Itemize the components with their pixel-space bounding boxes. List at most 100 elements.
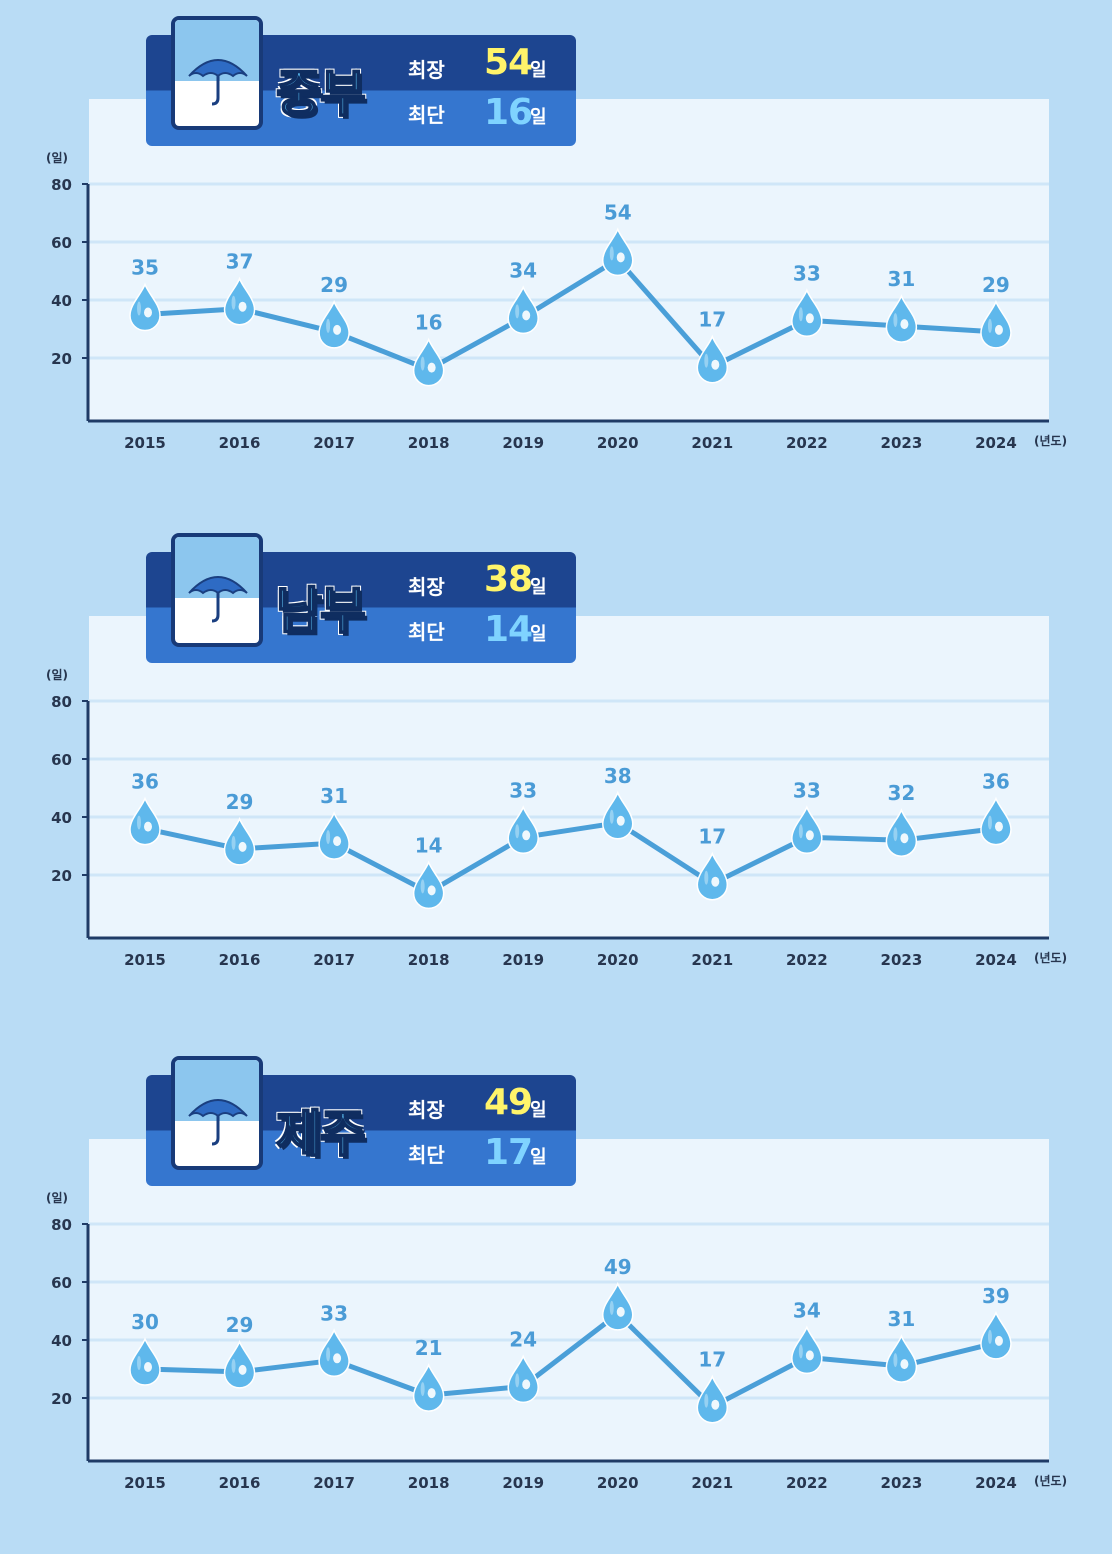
y-tick-label: 80 xyxy=(51,176,72,194)
data-label: 29 xyxy=(982,273,1010,297)
x-tick-label: 2023 xyxy=(881,1474,923,1492)
chart-panel-jeju: 제주 최장 49 일 최단 17 일 20 40 60 80 (일) (년도) 2015 20… xyxy=(0,1056,1112,1554)
data-label: 34 xyxy=(793,1298,821,1322)
line-chart: 20 40 60 80 (일) (년도) 2015 2016 2017 2018 2019 2020 2… xyxy=(46,151,1067,452)
max-label: 최장 xyxy=(408,1098,445,1122)
x-tick-label: 2018 xyxy=(408,1474,450,1492)
x-tick-label: 2019 xyxy=(502,1474,544,1492)
raindrop-icon xyxy=(223,1339,256,1389)
raindrop-icon xyxy=(601,790,634,840)
min-value: 14 xyxy=(484,609,533,650)
min-unit: 일 xyxy=(530,1147,547,1168)
x-tick-label: 2024 xyxy=(975,434,1017,452)
raindrop-icon xyxy=(601,1281,634,1331)
data-label: 36 xyxy=(131,770,159,794)
max-unit: 일 xyxy=(530,60,547,81)
line-chart: 20 40 60 80 (일) (년도) 2015 2016 2017 2018 2019 2020 2… xyxy=(46,1191,1067,1492)
y-tick-label: 80 xyxy=(51,693,72,711)
raindrop-icon xyxy=(129,282,161,332)
x-tick-label: 2016 xyxy=(219,434,261,452)
data-label: 30 xyxy=(131,1310,159,1334)
data-label: 29 xyxy=(226,1313,254,1337)
chart-panel-central: 중부 최장 54 일 최단 16 일 20 40 60 80 (일) (년도) 2015 20… xyxy=(0,16,1112,514)
x-tick-label: 2017 xyxy=(313,1474,355,1492)
x-tick-label: 2020 xyxy=(597,1474,639,1492)
series-line xyxy=(142,820,999,895)
y-tick-label: 40 xyxy=(51,809,72,827)
x-tick-label: 2024 xyxy=(975,951,1017,969)
min-value: 17 xyxy=(484,1132,533,1173)
data-label: 29 xyxy=(226,790,254,814)
data-label: 16 xyxy=(415,311,443,335)
x-tick-label: 2016 xyxy=(219,951,261,969)
y-tick-label: 20 xyxy=(51,1390,72,1408)
raindrop-icon xyxy=(507,285,539,335)
data-label: 31 xyxy=(887,1307,915,1331)
umbrella-calendar-icon xyxy=(171,16,263,130)
raindrop-icon xyxy=(318,299,350,349)
raindrop-icon xyxy=(507,1354,539,1404)
y-tick-label: 60 xyxy=(51,751,72,769)
data-label: 37 xyxy=(226,250,254,274)
data-label: 33 xyxy=(320,1301,348,1325)
x-tick-label: 2022 xyxy=(786,434,828,452)
raindrop-icon xyxy=(129,796,161,846)
plot-area xyxy=(89,99,1049,421)
raindrop-icon xyxy=(223,276,256,326)
data-label: 17 xyxy=(698,308,726,332)
raindrop-icon xyxy=(412,337,445,387)
raindrop-icon xyxy=(885,808,918,857)
plot-area xyxy=(89,1139,1049,1461)
raindrop-icon xyxy=(791,805,823,854)
max-value: 38 xyxy=(484,559,533,600)
min-label: 최단 xyxy=(408,103,445,127)
series-line xyxy=(142,1311,999,1410)
data-label: 35 xyxy=(131,256,159,280)
raindrop-icon xyxy=(318,811,350,860)
data-label: 49 xyxy=(604,1255,632,1279)
region-title: 중부 xyxy=(275,64,367,124)
raindrop-icon xyxy=(980,796,1012,846)
x-axis-label: (년도) xyxy=(1034,951,1067,965)
raindrop-icon xyxy=(507,805,539,854)
x-tick-label: 2022 xyxy=(786,1474,828,1492)
x-tick-label: 2020 xyxy=(597,951,639,969)
max-unit: 일 xyxy=(530,1100,547,1121)
data-label: 29 xyxy=(320,273,348,297)
plot-area xyxy=(89,616,1049,938)
data-label: 24 xyxy=(509,1327,537,1351)
x-tick-label: 2015 xyxy=(124,951,166,969)
min-unit: 일 xyxy=(530,624,547,645)
y-tick-label: 40 xyxy=(51,1332,72,1350)
data-label: 39 xyxy=(982,1284,1010,1308)
data-label: 17 xyxy=(698,1348,726,1372)
max-value: 49 xyxy=(484,1082,533,1123)
y-tick-label: 20 xyxy=(51,867,72,885)
x-tick-label: 2021 xyxy=(691,434,733,452)
max-value: 54 xyxy=(484,42,533,83)
x-tick-label: 2019 xyxy=(502,951,544,969)
raindrop-icon xyxy=(885,294,918,343)
region-title: 제주 xyxy=(275,1104,367,1164)
data-label: 54 xyxy=(604,200,632,224)
x-tick-label: 2023 xyxy=(881,951,923,969)
umbrella-calendar-icon xyxy=(171,533,263,647)
max-unit: 일 xyxy=(530,577,547,598)
max-label: 최장 xyxy=(408,58,445,82)
region-title: 남부 xyxy=(275,581,367,641)
min-unit: 일 xyxy=(530,107,547,128)
line-chart: 20 40 60 80 (일) (년도) 2015 2016 2017 2018 2019 2020 2… xyxy=(46,668,1067,969)
data-label: 17 xyxy=(698,825,726,849)
chart-panel-southern: 남부 최장 38 일 최단 14 일 20 40 60 80 (일) (년도) 2015 20… xyxy=(0,533,1112,1031)
x-tick-label: 2024 xyxy=(975,1474,1017,1492)
x-tick-label: 2018 xyxy=(408,951,450,969)
x-tick-label: 2018 xyxy=(408,434,450,452)
raindrop-icon xyxy=(601,227,634,277)
raindrop-icon xyxy=(412,1363,445,1412)
x-tick-label: 2021 xyxy=(691,951,733,969)
raindrop-icon xyxy=(791,1325,823,1375)
x-tick-label: 2015 xyxy=(124,434,166,452)
data-label: 36 xyxy=(982,770,1010,794)
y-tick-label: 80 xyxy=(51,1216,72,1234)
raindrop-icon xyxy=(885,1334,918,1383)
